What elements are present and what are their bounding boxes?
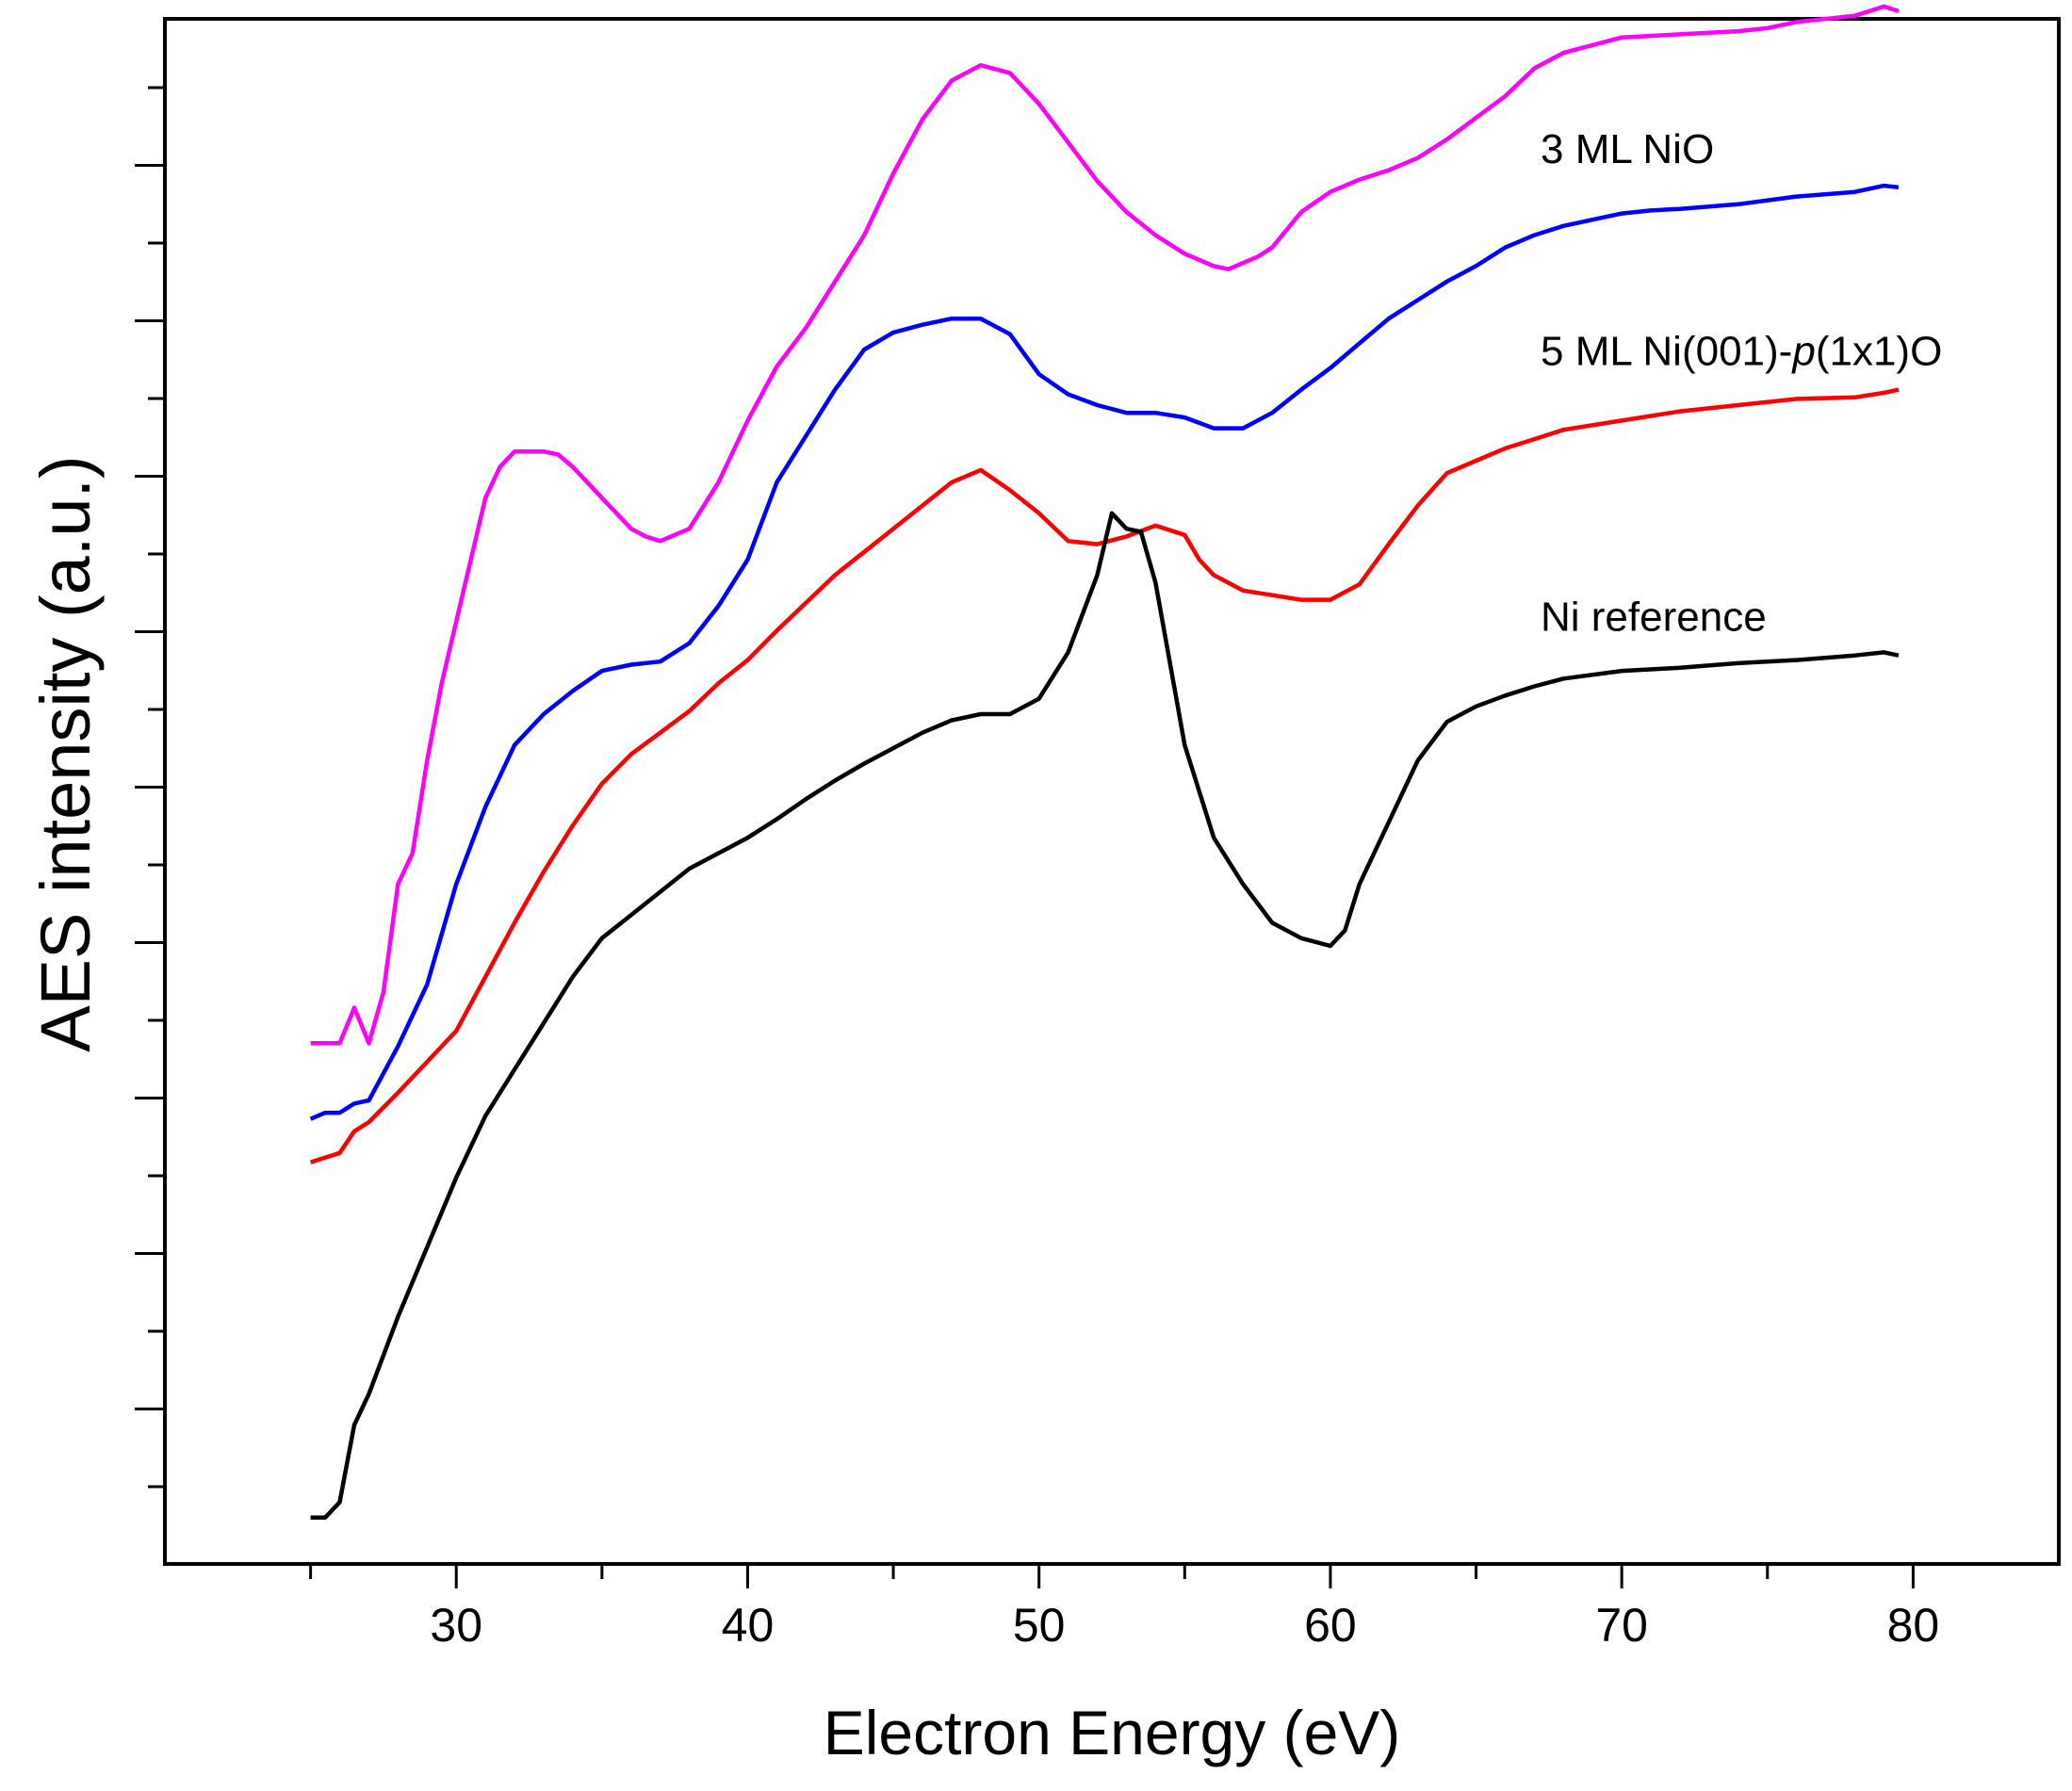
series-label: Ni reference (1541, 594, 1767, 641)
series-label-part: 3 ML NiO (1541, 126, 1714, 172)
series-label: 3 ML NiO (1541, 126, 1714, 172)
series-line (309, 183, 1900, 1121)
x-tick-label: 40 (722, 1599, 775, 1652)
x-tick-label: 80 (1887, 1599, 1940, 1652)
series-label-part: 5 ML Ni(001)- (1541, 329, 1792, 375)
x-tick-label: 60 (1304, 1599, 1357, 1652)
series-label-part: p (1790, 329, 1815, 375)
y-axis-title: AES intensity (a.u.) (26, 455, 105, 1051)
x-axis-ticks: 30 40 50 60 70 80 (309, 1564, 1940, 1652)
series-label-part: Ni reference (1541, 594, 1767, 641)
series-line (309, 387, 1900, 1164)
series-label: 5 ML Ni(001)-p(1x1)O (1541, 329, 1942, 375)
x-tick-label: 30 (430, 1599, 482, 1652)
x-tick-label: 70 (1595, 1599, 1648, 1652)
x-axis-title: Electron Energy (eV) (824, 1698, 1401, 1767)
plot-frame (163, 17, 2061, 1566)
x-tick-label: 50 (1013, 1599, 1066, 1652)
y-axis-ticks (135, 86, 165, 1489)
series-line (310, 511, 1900, 1521)
series-line (310, 4, 1900, 1046)
series-layer (309, 4, 1900, 1521)
series-label-part: (1x1)O (1816, 329, 1942, 375)
